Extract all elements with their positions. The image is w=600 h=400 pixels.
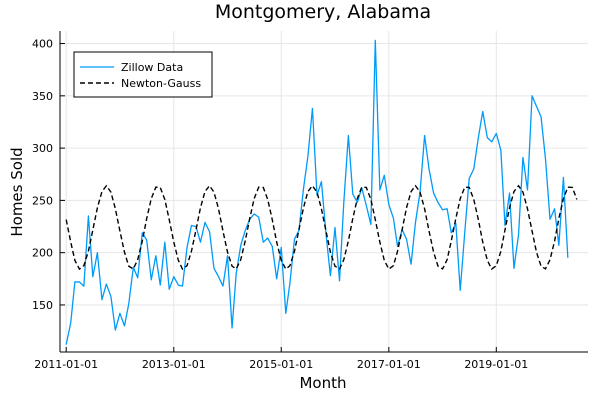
x-tick-label: 2017-01-01: [357, 358, 421, 371]
x-ticks: 2011-01-01 2013-01-01 2015-01-01 2017-01-01…: [34, 347, 528, 371]
legend-box: [73, 51, 213, 98]
x-tick-label: 2019-01-01: [464, 358, 528, 371]
y-tick-label: 250: [32, 194, 53, 207]
legend-label-newton-gauss: Newton-Gauss: [121, 77, 201, 90]
series-line-zillow-data: [65, 39, 569, 345]
chart-title: Montgomery, Alabama: [215, 1, 431, 23]
y-axis-label: Homes Sold: [8, 147, 26, 236]
y-tick-label: 150: [32, 299, 53, 312]
series-line-newton-gauss: [65, 184, 578, 271]
x-tick-label: 2011-01-01: [34, 358, 98, 371]
legend: Zillow Data Newton-Gauss: [73, 51, 213, 98]
y-tick-label: 300: [32, 142, 53, 155]
y-tick-label: 400: [32, 38, 53, 51]
x-axis-label: Month: [299, 374, 346, 392]
x-tick-label: 2015-01-01: [249, 358, 313, 371]
legend-label-zillow: Zillow Data: [121, 61, 183, 74]
y-ticks: 150 200 250 300 350 400: [32, 38, 65, 312]
plot-area: [65, 39, 578, 345]
y-tick-label: 350: [32, 90, 53, 103]
x-tick-label: 2013-01-01: [142, 358, 206, 371]
y-tick-label: 200: [32, 247, 53, 260]
